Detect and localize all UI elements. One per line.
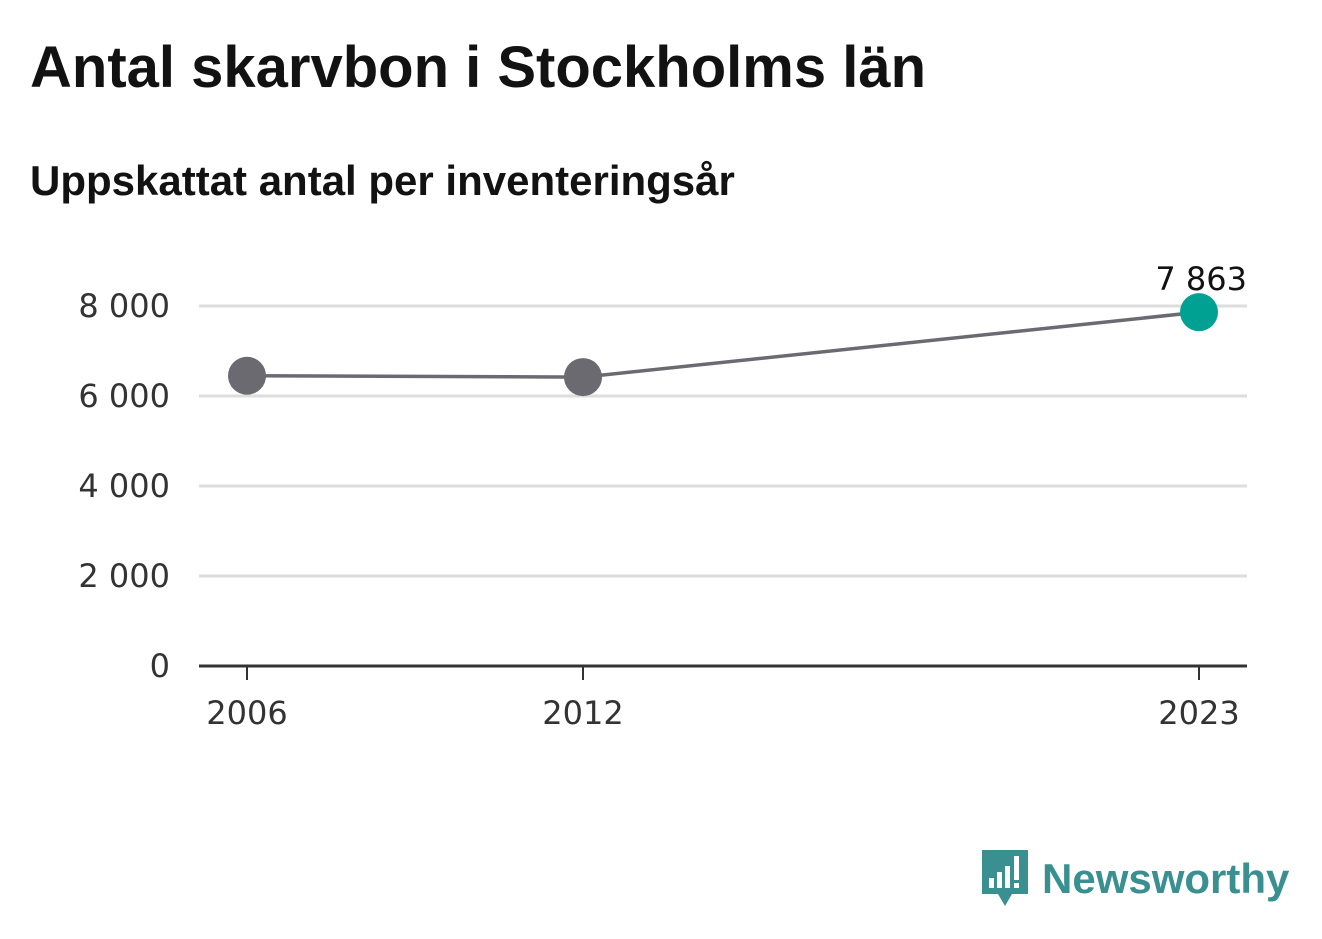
x-tick-label: 2006 (206, 694, 287, 732)
y-tick-label: 6 000 (78, 377, 170, 415)
y-tick-label: 8 000 (78, 287, 170, 325)
x-tick-label: 2023 (1158, 694, 1239, 732)
highlight-point (1180, 293, 1218, 332)
chart-subtitle: Uppskattat antal per inventeringsår (30, 157, 735, 204)
y-tick-label: 4 000 (78, 467, 170, 505)
newsworthy-logo-text: Newsworthy (1042, 855, 1290, 902)
y-tick-label: 0 (150, 647, 170, 685)
x-tick-label: 2012 (542, 694, 623, 732)
newsworthy-logo: Newsworthy (980, 848, 1289, 910)
y-tick-label: 2 000 (78, 557, 170, 595)
chart-title: Antal skarvbon i Stockholms län (30, 35, 926, 100)
data-point (228, 356, 266, 395)
data-label: 7 863 (1155, 260, 1247, 298)
data-point (564, 358, 602, 397)
series-line (246, 310, 1200, 379)
newsworthy-logo-icon (982, 850, 1028, 906)
